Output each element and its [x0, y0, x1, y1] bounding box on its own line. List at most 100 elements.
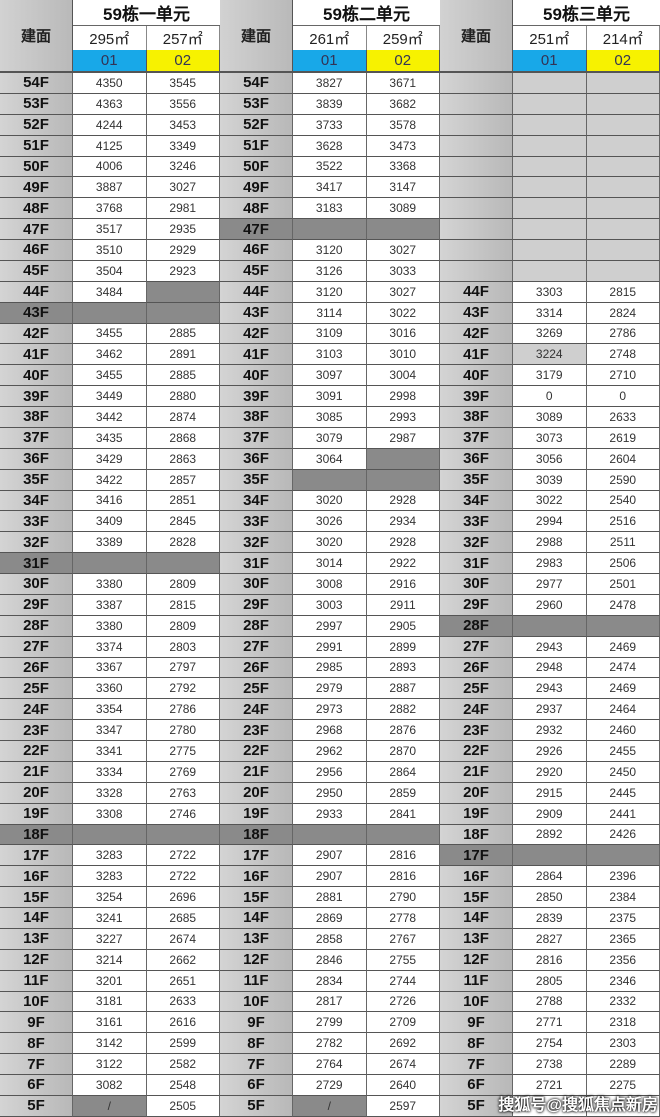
price-cell: 2985	[293, 658, 367, 679]
price-cell: 3556	[147, 94, 221, 115]
price-cell: 3429	[73, 449, 147, 470]
price-cell: 3114	[293, 303, 367, 324]
price-cell	[513, 261, 587, 282]
price-cell: 2933	[293, 804, 367, 825]
price-cell: 3214	[73, 950, 147, 971]
price-cell: 2365	[587, 929, 660, 950]
price-cell: 2864	[513, 866, 587, 887]
price-cell: 3360	[73, 678, 147, 699]
price-cell: 3422	[73, 470, 147, 491]
price-cell: 2850	[513, 887, 587, 908]
price-cell: 3671	[367, 73, 441, 94]
unit-code: 02	[367, 50, 441, 73]
floor-header: 建面	[440, 0, 513, 73]
price-cell: 3380	[73, 574, 147, 595]
price-cell: 2640	[367, 1075, 441, 1096]
floor-label: 42F	[440, 324, 513, 345]
price-cell: 3473	[367, 136, 441, 157]
price-cell: 2994	[513, 511, 587, 532]
price-cell: 2505	[147, 1096, 221, 1117]
price-cell	[587, 136, 660, 157]
price-cell: 2474	[587, 658, 660, 679]
floor-label: 6F	[220, 1075, 293, 1096]
unit-area: 214㎡	[587, 26, 660, 50]
price-cell: 2932	[513, 720, 587, 741]
floor-label: 17F	[440, 845, 513, 866]
price-cell: 2599	[147, 1033, 221, 1054]
floor-label	[440, 261, 513, 282]
price-cell: 2828	[147, 532, 221, 553]
price-cell: 2907	[293, 845, 367, 866]
price-cell	[587, 177, 660, 198]
floor-label: 18F	[0, 825, 73, 846]
price-cell: 3120	[293, 240, 367, 261]
price-cell: 3027	[147, 177, 221, 198]
price-cell: 2597	[367, 1096, 441, 1117]
price-cell: 3241	[73, 908, 147, 929]
price-cell	[513, 845, 587, 866]
price-cell: 2726	[367, 992, 441, 1013]
price-cell: 2827	[513, 929, 587, 950]
price-cell: 3026	[293, 511, 367, 532]
price-cell: 2797	[147, 658, 221, 679]
price-cell: 2882	[367, 699, 441, 720]
price-cell: 2356	[587, 950, 660, 971]
price-cell: 3308	[73, 804, 147, 825]
price-cell: /	[293, 1096, 367, 1117]
price-cell: 2799	[293, 1012, 367, 1033]
price-cell: 2616	[147, 1012, 221, 1033]
price-cell: 3126	[293, 261, 367, 282]
price-cell: 3455	[73, 324, 147, 345]
price-cell: 2396	[587, 866, 660, 887]
floor-label: 30F	[440, 574, 513, 595]
price-cell: 2846	[293, 950, 367, 971]
floor-label	[440, 177, 513, 198]
price-cell: 2729	[293, 1075, 367, 1096]
floor-label: 33F	[0, 511, 73, 532]
price-cell: 2948	[513, 658, 587, 679]
unit-area: 251㎡	[513, 26, 587, 50]
floor-label: 8F	[220, 1033, 293, 1054]
price-cell: 2977	[513, 574, 587, 595]
price-cell: 2885	[147, 324, 221, 345]
floor-label: 43F	[0, 303, 73, 324]
price-cell	[147, 303, 221, 324]
floor-label: 26F	[0, 658, 73, 679]
price-cell: 3122	[73, 1054, 147, 1075]
floor-label: 11F	[220, 971, 293, 992]
price-cell	[513, 219, 587, 240]
price-cell: 2289	[587, 1054, 660, 1075]
price-cell	[513, 115, 587, 136]
price-cell: 3091	[293, 386, 367, 407]
floor-label: 31F	[0, 553, 73, 574]
price-cell: 3147	[367, 177, 441, 198]
floor-label: 28F	[220, 616, 293, 637]
price-cell: 2929	[147, 240, 221, 261]
price-cell	[513, 177, 587, 198]
price-cell: 3368	[367, 157, 441, 178]
price-cell: 3341	[73, 741, 147, 762]
floor-label: 10F	[440, 992, 513, 1013]
watermark: 搜狐号@搜狐焦点新房	[498, 1096, 658, 1116]
floor-label: 34F	[0, 491, 73, 512]
price-cell: 3354	[73, 699, 147, 720]
floor-label: 20F	[220, 783, 293, 804]
price-cell: 2445	[587, 783, 660, 804]
price-cell: 3097	[293, 365, 367, 386]
price-cell: 2909	[513, 804, 587, 825]
price-cell: 3103	[293, 344, 367, 365]
floor-label: 12F	[220, 950, 293, 971]
price-cell: 2934	[367, 511, 441, 532]
floor-label: 9F	[0, 1012, 73, 1033]
price-cell	[513, 73, 587, 94]
price-cell: 3120	[293, 282, 367, 303]
unit-code: 02	[587, 50, 660, 73]
floor-label: 49F	[220, 177, 293, 198]
price-cell: 2998	[367, 386, 441, 407]
price-cell: 2962	[293, 741, 367, 762]
floor-label: 16F	[220, 866, 293, 887]
price-cell	[587, 73, 660, 94]
floor-label: 32F	[0, 532, 73, 553]
